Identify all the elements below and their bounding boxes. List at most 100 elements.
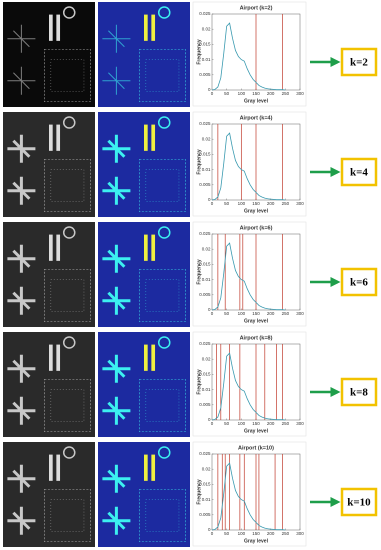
gray-image [3, 442, 95, 547]
label-box [340, 47, 378, 77]
terminal [62, 116, 76, 129]
y-tick-label: 0.005 [199, 512, 211, 517]
histogram-line [211, 22, 286, 91]
building-block [139, 488, 186, 543]
x-tick-label: 100 [238, 311, 246, 316]
chart-title: Airport (k=6) [240, 225, 273, 231]
y-tick-label: 0.005 [199, 402, 211, 407]
x-tick-label: 150 [252, 201, 260, 206]
x-tick-label: 200 [267, 311, 275, 316]
color-map-image [98, 112, 190, 217]
runway [56, 234, 61, 261]
building-block [44, 378, 91, 433]
x-tick-label: 200 [267, 91, 275, 96]
terminal [62, 446, 76, 459]
runway [49, 454, 53, 481]
y-tick-label: 0.01 [202, 387, 211, 392]
y-tick-label: 0.02 [202, 136, 211, 141]
x-tick-label: 300 [296, 531, 304, 536]
runway [151, 124, 156, 151]
runway [144, 454, 148, 481]
y-axis-label: Frequency [196, 259, 202, 285]
y-tick-label: 0.005 [199, 72, 211, 77]
building-block [44, 268, 91, 323]
x-tick-label: 300 [296, 421, 304, 426]
y-tick-label: 0.025 [199, 341, 211, 346]
k-label: k=4 [350, 167, 368, 179]
color-map-image [98, 332, 190, 437]
runway [49, 344, 53, 371]
color-map-image [98, 222, 190, 327]
gray-image [3, 332, 95, 437]
x-tick-label: 150 [252, 311, 260, 316]
x-axis-label: Gray level [244, 98, 269, 104]
x-tick-label: 200 [267, 201, 275, 206]
x-tick-label: 50 [224, 531, 230, 536]
k-label: k=8 [350, 387, 368, 399]
chart-title: Airport (k=4) [240, 115, 273, 121]
y-tick-label: 0.015 [199, 262, 211, 267]
building-block [145, 169, 180, 202]
y-tick-label: 0.02 [202, 356, 211, 361]
airplane [7, 354, 36, 383]
chart-title: Airport (k=10) [238, 445, 274, 451]
y-tick-label: 0.015 [199, 372, 211, 377]
building-block [44, 488, 91, 543]
gray-image [3, 112, 95, 217]
y-tick-label: 0.015 [199, 42, 211, 47]
x-tick-label: 0 [211, 201, 214, 206]
histogram-line [211, 132, 286, 201]
building-block [50, 279, 85, 312]
y-tick-label: 0.015 [199, 152, 211, 157]
terminal [157, 116, 171, 129]
y-tick-label: 0 [208, 417, 211, 422]
building-block [50, 499, 85, 532]
airplane [7, 176, 36, 205]
k-label: k=2 [350, 57, 368, 69]
x-tick-label: 300 [296, 201, 304, 206]
k-label: k=10 [347, 497, 371, 509]
x-tick-label: 300 [296, 91, 304, 96]
histogram-line [211, 352, 286, 421]
x-tick-label: 0 [211, 91, 214, 96]
x-tick-label: 250 [282, 91, 290, 96]
terminal [62, 226, 76, 239]
airplane [7, 66, 36, 95]
label-box [340, 487, 378, 517]
y-tick-label: 0.025 [199, 11, 211, 16]
building-block [145, 499, 180, 532]
label-box [340, 157, 378, 187]
airplane [7, 396, 36, 425]
runway [56, 124, 61, 151]
y-tick-label: 0 [208, 307, 211, 312]
runway [56, 344, 61, 371]
y-axis-label: Frequency [196, 39, 202, 65]
y-tick-label: 0.015 [199, 482, 211, 487]
airplane [102, 24, 131, 53]
airplane [7, 506, 36, 535]
y-tick-label: 0.01 [202, 167, 211, 172]
airplane [7, 244, 36, 273]
building-block [145, 279, 180, 312]
building-block [145, 389, 180, 422]
x-axis-label: Gray level [244, 318, 269, 324]
x-tick-label: 100 [238, 531, 246, 536]
runway [144, 234, 148, 261]
y-tick-label: 0 [208, 87, 211, 92]
building-block [50, 169, 85, 202]
x-tick-label: 100 [238, 91, 246, 96]
chart-title: Airport (k=2) [240, 5, 273, 11]
x-tick-label: 150 [252, 91, 260, 96]
x-tick-label: 150 [252, 531, 260, 536]
y-tick-label: 0.005 [199, 182, 211, 187]
airplane [7, 24, 36, 53]
terminal [157, 446, 171, 459]
terminal [62, 336, 76, 349]
runway [56, 14, 61, 41]
runway [56, 454, 61, 481]
y-axis-label: Frequency [196, 149, 202, 175]
airplane [102, 244, 131, 273]
runway [144, 344, 148, 371]
airplane [102, 286, 131, 315]
x-tick-label: 0 [211, 311, 214, 316]
